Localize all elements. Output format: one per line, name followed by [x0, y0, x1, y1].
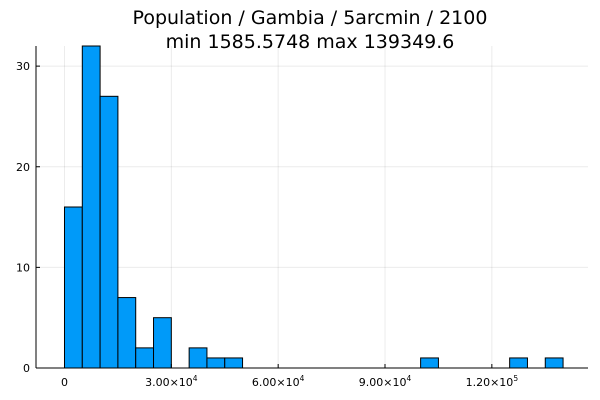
histogram-bar [63, 206, 83, 369]
x-tick-label: 9.00×104 [359, 374, 412, 389]
y-tick-label: 0 [23, 362, 30, 375]
y-tick-label: 30 [16, 60, 30, 73]
histogram-bar [135, 347, 155, 369]
chart-subtitle: min 1585.5748 max 139349.6 [166, 31, 455, 53]
x-tick-label: 0 [61, 376, 68, 389]
y-tick-label: 10 [16, 261, 30, 274]
histogram-bar [99, 95, 119, 369]
y-tick-label: 20 [16, 161, 30, 174]
tick-labels: 0 3.00×104 6.00×104 9.00×104 1.20×105 0 10 20 30 [16, 60, 518, 389]
chart-title: Population / Gambia / 5arcmin / 2100 [133, 7, 488, 29]
histogram-bar [420, 357, 439, 369]
x-tick-label: 6.00×104 [252, 374, 305, 389]
histogram-bar [81, 45, 101, 369]
histogram-bar [544, 357, 564, 369]
histogram-bar [224, 357, 244, 369]
histogram-bars [63, 45, 564, 369]
histogram-bar [153, 317, 172, 369]
x-tick-label: 1.20×105 [466, 374, 519, 389]
histogram-bar [188, 347, 208, 369]
histogram-bar [206, 357, 226, 369]
histogram-bar [117, 297, 137, 369]
x-tick-label: 3.00×104 [145, 374, 198, 389]
axes [35, 46, 588, 369]
histogram-bar [509, 357, 528, 369]
